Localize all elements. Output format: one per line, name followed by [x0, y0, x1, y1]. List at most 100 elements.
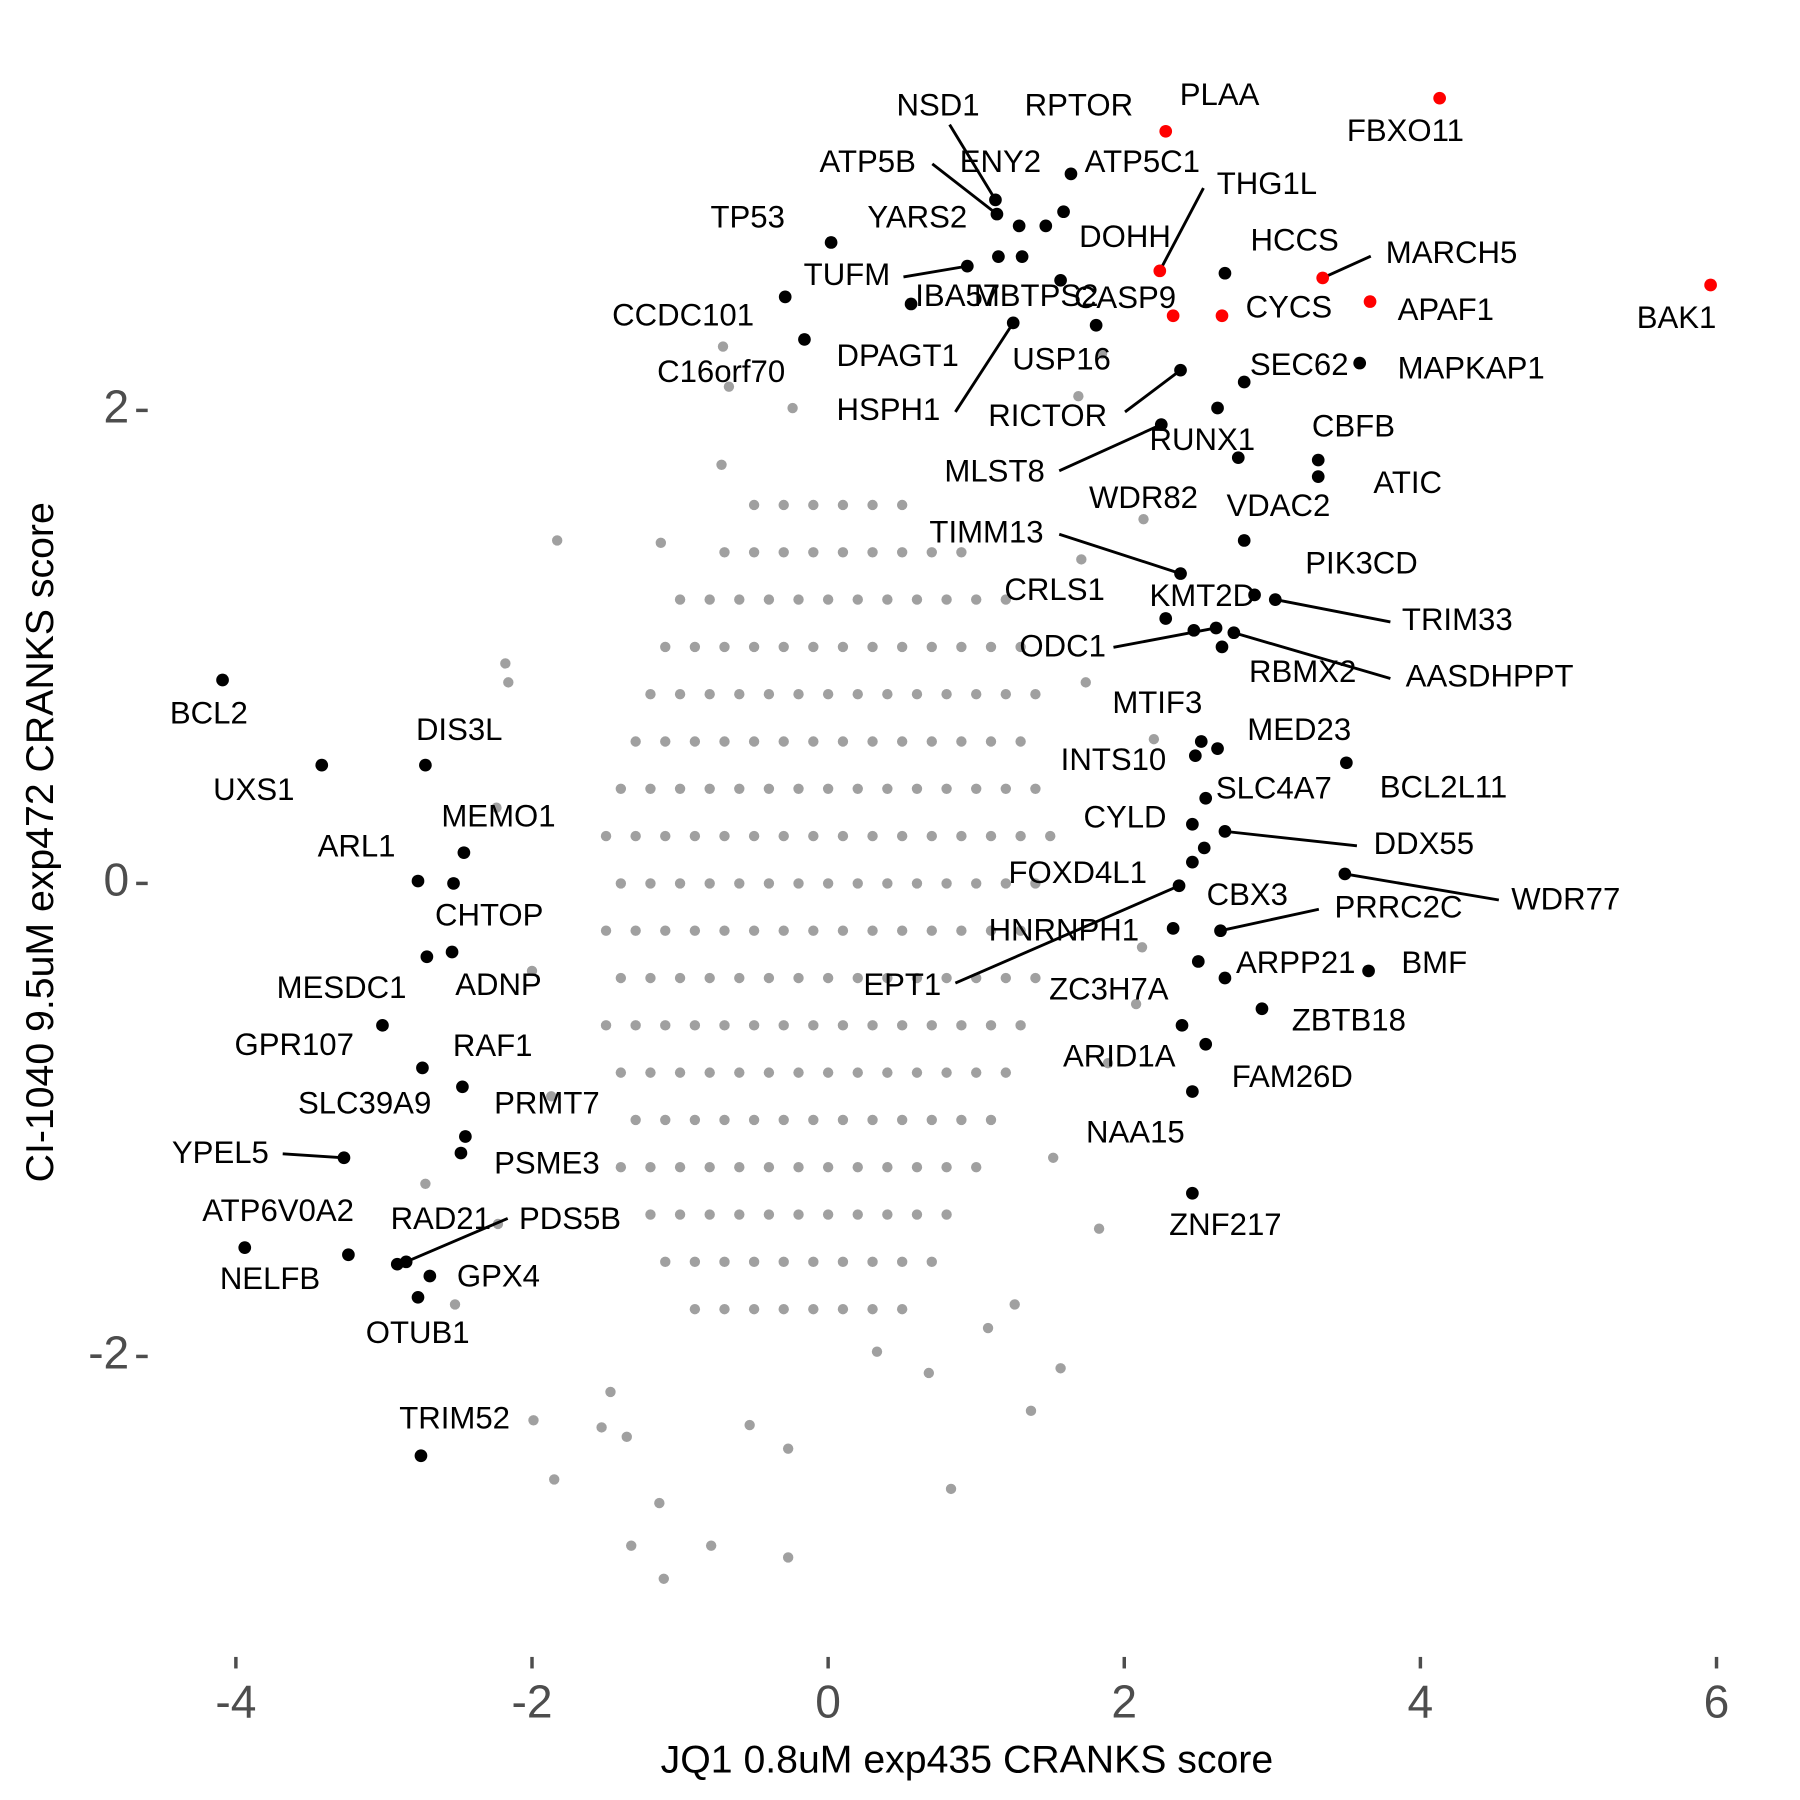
gene-label: MBTPS2	[974, 278, 1099, 313]
background-point	[867, 641, 878, 653]
gene-point	[419, 758, 432, 772]
background-point	[852, 972, 863, 984]
gene-label: ZNF217	[1169, 1207, 1282, 1242]
gene-point	[778, 290, 792, 304]
background-point	[719, 641, 730, 653]
gene-label: ATP5B	[820, 144, 916, 179]
background-point	[674, 689, 686, 700]
background-point	[926, 1114, 937, 1126]
background-point	[822, 689, 834, 700]
background-point	[717, 341, 729, 352]
background-point	[867, 736, 878, 747]
gene-point	[1237, 375, 1251, 389]
gene-point	[1194, 735, 1208, 748]
gene-point	[1433, 91, 1446, 105]
background-point	[734, 1209, 745, 1220]
gene-point	[376, 1018, 389, 1032]
background-point	[882, 972, 893, 984]
background-point	[778, 830, 789, 842]
gene-label: SLC4A7	[1216, 771, 1332, 806]
background-point	[719, 736, 730, 747]
leader-line	[1233, 631, 1391, 680]
background-point	[882, 783, 893, 794]
background-point	[782, 1443, 794, 1454]
gene-point	[1006, 316, 1020, 330]
background-point	[719, 547, 730, 558]
background-point	[926, 641, 937, 653]
background-point	[778, 641, 789, 653]
background-point	[704, 1209, 715, 1220]
background-point	[941, 689, 952, 700]
gene-point	[457, 846, 471, 860]
background-point	[689, 641, 701, 653]
background-point	[1073, 391, 1084, 402]
background-point	[748, 641, 760, 653]
leader-line	[1058, 423, 1162, 473]
background-point	[1015, 1020, 1026, 1031]
gene-label: MED23	[1247, 712, 1351, 747]
gene-label: CASP9	[1074, 280, 1176, 315]
background-point	[956, 1020, 967, 1031]
background-point	[621, 1431, 632, 1443]
gene-point	[1363, 295, 1377, 308]
background-point	[655, 537, 667, 549]
background-point	[748, 830, 760, 842]
gene-label: YPEL5	[172, 1135, 269, 1170]
background-point	[704, 1067, 715, 1078]
background-point	[867, 547, 878, 558]
gene-point	[216, 673, 229, 687]
gene-label: RICTOR	[988, 398, 1107, 433]
x-tick-label: 2	[1111, 1676, 1137, 1728]
background-point	[1030, 878, 1041, 889]
gene-point	[1012, 219, 1026, 233]
gene-point	[1311, 453, 1325, 467]
background-point	[748, 1114, 760, 1126]
background-point	[941, 972, 952, 984]
background-point	[822, 1209, 834, 1220]
background-point	[674, 594, 686, 605]
gene-point	[1255, 1002, 1269, 1016]
gene-label: CHTOP	[435, 898, 543, 933]
gene-label: PDS5B	[519, 1201, 621, 1236]
background-point	[674, 1209, 686, 1220]
background-point	[971, 783, 982, 794]
gene-label: MARCH5	[1386, 235, 1518, 270]
background-point	[911, 972, 923, 984]
background-point	[1000, 783, 1012, 794]
gene-point	[1211, 742, 1224, 755]
background-point	[971, 1162, 982, 1173]
background-point	[674, 1067, 686, 1078]
gene-label: FAM26D	[1232, 1059, 1353, 1094]
background-point	[778, 1020, 789, 1031]
background-point	[630, 1020, 641, 1031]
gene-label: ARID1A	[1063, 1038, 1176, 1073]
gene-label: IBA57	[915, 278, 1000, 313]
gene-point	[990, 207, 1004, 221]
background-point	[660, 736, 671, 747]
background-point	[1030, 689, 1041, 700]
background-point	[822, 1162, 834, 1173]
gene-label: DOHH	[1079, 219, 1171, 254]
background-point	[1138, 513, 1149, 525]
gene-label: MEMO1	[441, 798, 555, 833]
gene-point	[447, 877, 460, 890]
background-point	[763, 594, 775, 605]
gene-point	[420, 950, 434, 964]
gene-point	[1159, 124, 1173, 138]
background-point	[867, 1256, 878, 1268]
gene-label: THG1L	[1217, 166, 1317, 201]
background-point	[660, 1020, 671, 1031]
background-point	[985, 736, 997, 747]
background-point	[911, 689, 923, 700]
background-point	[852, 1209, 863, 1220]
background-point	[985, 1020, 997, 1031]
gene-point	[1188, 749, 1202, 763]
gene-point	[1340, 756, 1353, 770]
gene-label: BAK1	[1637, 300, 1717, 335]
background-point	[1076, 554, 1087, 565]
leader-line	[282, 1152, 345, 1160]
gene-point	[238, 1241, 252, 1254]
background-point	[763, 1067, 775, 1078]
background-point	[808, 499, 819, 511]
background-point	[1045, 830, 1056, 842]
